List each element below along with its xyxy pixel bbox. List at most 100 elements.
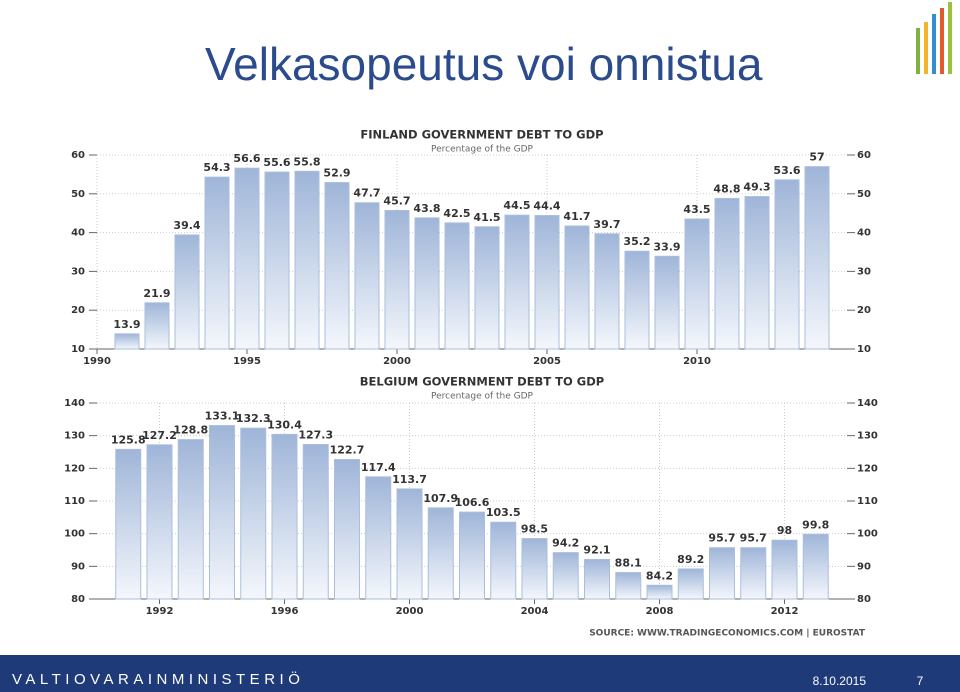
bar — [271, 433, 298, 600]
x-tick-label: 2005 — [533, 356, 561, 367]
bar — [552, 552, 579, 600]
bar — [774, 179, 800, 350]
bar — [564, 225, 590, 350]
value-label: 47.7 — [353, 187, 380, 200]
y-tick-label: 10 — [71, 344, 85, 355]
value-label: 44.4 — [533, 200, 560, 213]
bar — [324, 182, 350, 350]
value-label: 42.5 — [443, 207, 470, 220]
chart-subtitle: Percentage of the GDP — [431, 392, 534, 402]
value-label: 117.4 — [361, 461, 396, 474]
y2-tick-label: 20 — [857, 305, 871, 316]
bar — [474, 226, 500, 350]
value-label: 106.6 — [455, 496, 490, 509]
bar — [714, 197, 740, 350]
value-label: 95.7 — [740, 532, 767, 545]
bar — [654, 255, 680, 350]
bar — [709, 547, 735, 600]
bar — [177, 439, 204, 600]
y-tick-label: 50 — [71, 189, 85, 200]
value-label: 107.9 — [423, 492, 458, 505]
value-label: 103.5 — [486, 506, 521, 519]
bar — [240, 427, 267, 600]
y2-tick-label: 50 — [857, 189, 871, 200]
logo — [916, 2, 952, 74]
bar — [204, 176, 230, 350]
value-label: 41.5 — [473, 211, 500, 224]
bar — [534, 215, 560, 350]
value-label: 84.2 — [646, 569, 673, 582]
y-tick-label: 20 — [71, 305, 85, 316]
x-tick-label: 2010 — [683, 356, 711, 367]
x-tick-label: 1996 — [271, 606, 299, 617]
bar — [414, 217, 440, 350]
y-tick-label: 120 — [64, 463, 85, 474]
footer-date: 8.10.2015 — [813, 674, 867, 688]
bar — [615, 572, 642, 600]
y2-tick-label: 110 — [857, 496, 878, 507]
value-label: 99.8 — [802, 518, 829, 531]
bar — [684, 218, 710, 350]
x-tick-label: 2008 — [646, 606, 674, 617]
chart-title: BELGIUM GOVERNMENT DEBT TO GDP — [360, 375, 604, 389]
x-tick-label: 2000 — [383, 356, 411, 367]
bar — [114, 333, 140, 350]
y-tick-label: 80 — [71, 594, 85, 605]
value-label: 127.2 — [142, 429, 177, 442]
x-tick-label: 1990 — [83, 356, 111, 367]
x-tick-label: 1995 — [233, 356, 261, 367]
value-label: 39.4 — [173, 219, 200, 232]
value-label: 132.3 — [236, 412, 271, 425]
bar — [804, 166, 830, 350]
y2-tick-label: 140 — [857, 398, 878, 409]
bar — [740, 547, 767, 600]
bar — [396, 488, 423, 600]
bar — [744, 196, 770, 350]
value-label: 125.8 — [111, 433, 146, 446]
bar — [234, 167, 260, 350]
y2-tick-label: 10 — [857, 344, 871, 355]
bar — [771, 539, 798, 600]
y2-tick-label: 100 — [857, 529, 878, 540]
y-tick-label: 40 — [71, 228, 85, 239]
bar — [146, 444, 173, 600]
value-label: 21.9 — [143, 287, 170, 300]
value-label: 43.5 — [683, 203, 710, 216]
y2-tick-label: 30 — [857, 266, 871, 277]
bar — [594, 233, 620, 350]
value-label: 55.6 — [263, 156, 290, 169]
value-label: 113.7 — [392, 473, 427, 486]
y-tick-label: 90 — [71, 561, 85, 572]
bar — [646, 584, 673, 600]
value-label: 95.7 — [708, 532, 735, 545]
value-label: 43.8 — [413, 202, 440, 215]
x-tick-label: 2004 — [521, 606, 549, 617]
value-label: 127.3 — [298, 428, 333, 441]
bar — [294, 170, 320, 350]
y-tick-label: 60 — [71, 150, 85, 161]
y2-tick-label: 40 — [857, 228, 871, 239]
value-label: 41.7 — [563, 210, 590, 223]
value-label: 56.6 — [233, 152, 260, 165]
value-label: 122.7 — [330, 444, 365, 457]
x-tick-label: 2012 — [771, 606, 799, 617]
y-tick-label: 110 — [64, 496, 85, 507]
value-label: 45.7 — [383, 194, 410, 207]
chart-title: FINLAND GOVERNMENT DEBT TO GDP — [360, 128, 603, 142]
bar — [384, 209, 410, 350]
source: SOURCE: WWW.TRADINGECONOMICS.COM | EUROS… — [589, 629, 866, 639]
x-tick-label: 1992 — [146, 606, 174, 617]
bar — [334, 459, 360, 600]
bar — [504, 214, 530, 350]
value-label: 94.2 — [552, 537, 579, 550]
chart-subtitle: Percentage of the GDP — [431, 145, 534, 155]
y-tick-label: 140 — [64, 398, 85, 409]
value-label: 128.8 — [173, 424, 208, 437]
y-tick-label: 30 — [71, 266, 85, 277]
value-label: 98 — [777, 524, 792, 537]
bar — [115, 448, 142, 600]
value-label: 98.5 — [521, 523, 548, 536]
value-label: 92.1 — [583, 543, 610, 556]
bar — [624, 250, 650, 350]
